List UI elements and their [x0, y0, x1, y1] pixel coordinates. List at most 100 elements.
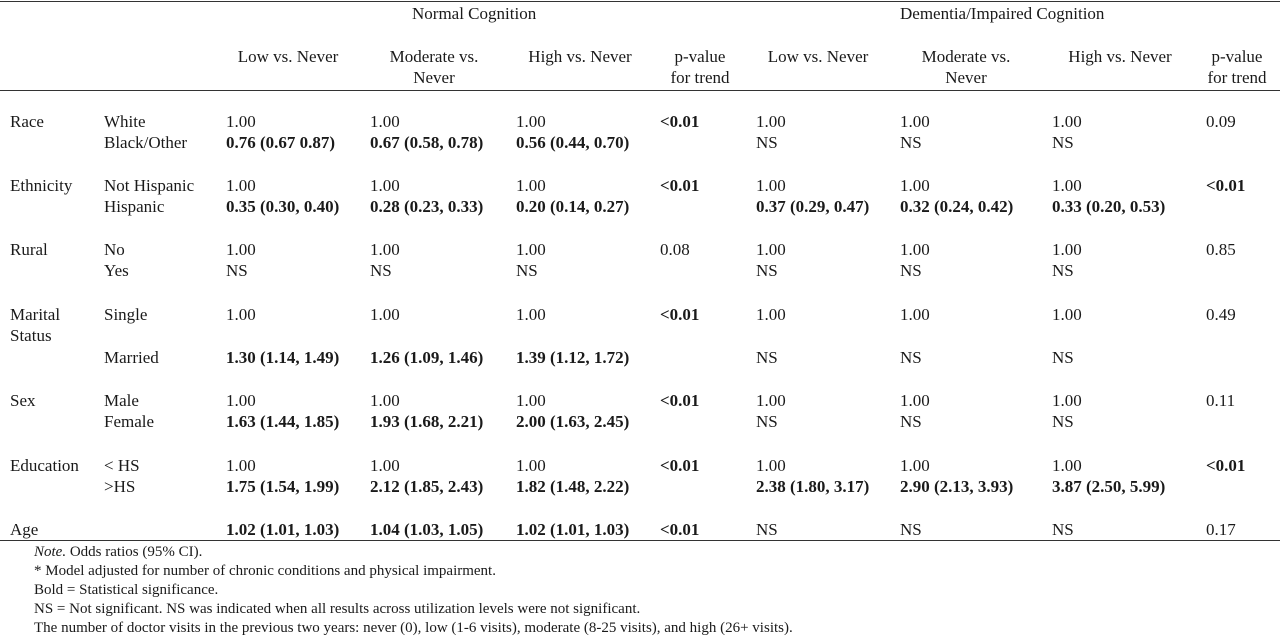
row-variable-label: Rural: [10, 240, 48, 259]
cell-dementia-ptrend: <0.01: [1206, 456, 1246, 475]
cell-dementia-moderate: NS: [900, 520, 922, 539]
cell-dementia-high: 1.00: [1052, 176, 1082, 195]
note-line-5: The number of doctor visits in the previ…: [34, 620, 793, 636]
cell-normal-moderate: 0.28 (0.23, 0.33): [370, 197, 484, 216]
cell-normal-high: 1.00: [516, 176, 546, 195]
cell-normal-low: 1.00: [226, 456, 256, 475]
cell-normal-high: 1.00: [516, 391, 546, 410]
cell-dementia-low: 0.37 (0.29, 0.47): [756, 197, 870, 216]
cell-dementia-ptrend: 0.09: [1206, 112, 1236, 131]
col-header-ptrend-normal: p-value for trend: [660, 46, 740, 88]
row-level-label: No: [104, 240, 125, 259]
cell-dementia-high: NS: [1052, 348, 1074, 367]
table-top-rule: [0, 1, 1280, 2]
cell-normal-ptrend: <0.01: [660, 391, 700, 410]
col-header-high-normal: High vs. Never: [528, 47, 632, 66]
cell-normal-low: 1.30 (1.14, 1.49): [226, 348, 340, 367]
cell-dementia-high: 1.00: [1052, 456, 1082, 475]
cell-normal-high: 1.39 (1.12, 1.72): [516, 348, 630, 367]
row-variable-label: Education: [10, 456, 79, 475]
cell-dementia-high: 0.33 (0.20, 0.53): [1052, 197, 1166, 216]
row-level-label: Female: [104, 412, 155, 431]
cell-normal-moderate: 1.00: [370, 176, 400, 195]
cell-normal-low: 1.63 (1.44, 1.85): [226, 412, 340, 431]
note-line-2: * Model adjusted for number of chronic c…: [34, 563, 496, 579]
cell-normal-moderate: 1.04 (1.03, 1.05): [370, 520, 484, 539]
cell-normal-low: NS: [226, 261, 248, 280]
cell-normal-low: 0.76 (0.67 0.87): [226, 133, 336, 152]
col-header-moderate-dementia: Moderate vs. Never: [900, 46, 1032, 88]
row-level-label: Not Hispanic: [104, 176, 195, 195]
row-level-label: Black/Other: [104, 133, 188, 152]
cell-dementia-high: 1.00: [1052, 240, 1082, 259]
table-bottom-rule: [0, 540, 1280, 541]
cell-dementia-high: 1.00: [1052, 112, 1082, 131]
note-label: Note.: [34, 544, 67, 560]
cell-dementia-moderate: NS: [900, 133, 922, 152]
row-variable-label: Age: [10, 520, 39, 539]
cell-normal-high: 1.00: [516, 305, 546, 324]
cell-dementia-high: NS: [1052, 412, 1074, 431]
cell-dementia-low: 1.00: [756, 456, 786, 475]
row-level-label: >HS: [104, 477, 136, 496]
cell-dementia-moderate: 1.00: [900, 456, 930, 475]
cell-dementia-low: NS: [756, 520, 778, 539]
cell-dementia-moderate: NS: [900, 261, 922, 280]
row-variable-label: Marital: [10, 305, 61, 324]
cell-dementia-high: 3.87 (2.50, 5.99): [1052, 477, 1166, 496]
cell-dementia-moderate: NS: [900, 412, 922, 431]
cell-normal-high: 1.82 (1.48, 2.22): [516, 477, 630, 496]
col-header-moderate-normal: Moderate vs. Never: [368, 46, 500, 88]
cell-dementia-ptrend: 0.85: [1206, 240, 1236, 259]
cell-dementia-moderate: 1.00: [900, 112, 930, 131]
cell-dementia-low: 1.00: [756, 112, 786, 131]
col-header-low-normal: Low vs. Never: [237, 47, 339, 66]
row-level-label: Single: [104, 305, 148, 324]
cell-normal-high: 0.20 (0.14, 0.27): [516, 197, 630, 216]
cell-dementia-high: NS: [1052, 261, 1074, 280]
cell-normal-low: 0.35 (0.30, 0.40): [226, 197, 340, 216]
cell-dementia-low: NS: [756, 348, 778, 367]
note-line-1: Note. Odds ratios (95% CI).: [34, 543, 202, 562]
row-level-label: < HS: [104, 456, 140, 475]
col-header-moderate-line1: Moderate vs.: [921, 47, 1011, 66]
cell-normal-ptrend: <0.01: [660, 112, 700, 131]
cell-dementia-high: 1.00: [1052, 305, 1082, 324]
cell-dementia-ptrend: 0.49: [1206, 305, 1236, 324]
row-level-label: Hispanic: [104, 197, 165, 216]
cell-normal-ptrend: <0.01: [660, 305, 700, 324]
cell-normal-high: NS: [516, 261, 538, 280]
cell-normal-low: 1.00: [226, 240, 256, 259]
cell-dementia-ptrend: <0.01: [1206, 176, 1246, 195]
cell-dementia-low: 1.00: [756, 391, 786, 410]
cell-dementia-moderate: 1.00: [900, 176, 930, 195]
cell-dementia-moderate: 1.00: [900, 391, 930, 410]
col-header-low-dementia: Low vs. Never: [767, 47, 869, 66]
cell-dementia-low: NS: [756, 261, 778, 280]
cell-normal-low: 1.75 (1.54, 1.99): [226, 477, 340, 496]
cell-normal-moderate: 1.93 (1.68, 2.21): [370, 412, 484, 431]
cell-dementia-low: 1.00: [756, 176, 786, 195]
cell-dementia-moderate: 1.00: [900, 305, 930, 324]
row-level-label: White: [104, 112, 146, 131]
cell-normal-moderate: 1.00: [370, 112, 400, 131]
row-level-label: Yes: [104, 261, 129, 280]
row-variable-label-line2: Status: [10, 326, 52, 345]
cell-dementia-high: NS: [1052, 133, 1074, 152]
cell-normal-ptrend: <0.01: [660, 520, 700, 539]
row-variable-label: Race: [10, 112, 44, 131]
cell-dementia-low: 1.00: [756, 305, 786, 324]
group-header-dementia: Dementia/Impaired Cognition: [900, 4, 1105, 23]
cell-dementia-high: 1.00: [1052, 391, 1082, 410]
note-line-4: NS = Not significant. NS was indicated w…: [34, 601, 641, 617]
cell-normal-high: 1.00: [516, 112, 546, 131]
col-header-ptrend-line2: for trend: [670, 68, 730, 87]
cell-normal-low: 1.00: [226, 305, 256, 324]
col-header-ptrend-line2: for trend: [1207, 68, 1267, 87]
row-level-label: Male: [104, 391, 139, 410]
row-level-label: Married: [104, 348, 159, 367]
cell-normal-low: 1.00: [226, 391, 256, 410]
cell-normal-high: 1.02 (1.01, 1.03): [516, 520, 630, 539]
cell-normal-low: 1.00: [226, 112, 256, 131]
cell-normal-low: 1.02 (1.01, 1.03): [226, 520, 340, 539]
